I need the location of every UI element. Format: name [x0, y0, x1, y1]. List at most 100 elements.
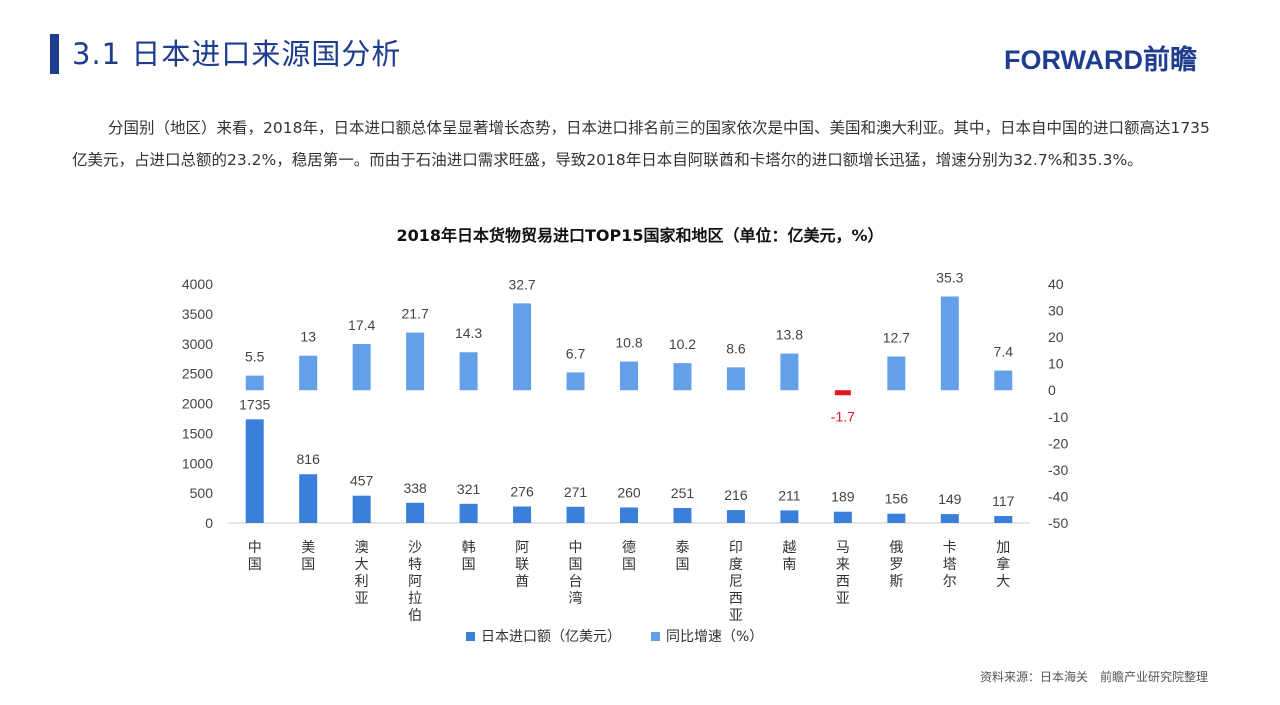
data-label-import: 271: [564, 484, 588, 500]
bar-import: [459, 503, 478, 523]
bar-growth: [352, 344, 371, 391]
data-label-growth: 5.5: [245, 349, 265, 365]
data-label-growth: 21.7: [402, 306, 429, 322]
x-tick-label: 泰国: [675, 540, 689, 573]
x-tick-label: 加拿大: [996, 540, 1010, 590]
x-tick-label: 马来西亚: [836, 540, 850, 607]
y-left-tick-label: 0: [205, 515, 213, 531]
y-left-tick-label: 4000: [182, 276, 213, 292]
bar-growth: [940, 296, 959, 391]
data-label-growth: 6.7: [566, 345, 586, 361]
bar-growth: [887, 356, 906, 391]
bar-growth: [673, 363, 692, 391]
data-label-import: 149: [938, 491, 962, 507]
y-right-tick-label: -20: [1048, 435, 1068, 451]
y-right-tick-label: 20: [1048, 329, 1064, 345]
bar-growth: [620, 361, 638, 391]
data-label-growth: 10.2: [669, 336, 696, 352]
bar-import: [620, 507, 638, 523]
bar-import: [299, 474, 318, 523]
data-label-growth: 8.6: [726, 340, 746, 356]
data-label-growth: 32.7: [508, 276, 535, 292]
x-tick-label: 俄罗斯: [889, 540, 903, 590]
data-label-import: 457: [350, 473, 374, 489]
y-right-tick-label: 0: [1048, 382, 1056, 398]
x-tick-label: 美国: [301, 540, 315, 573]
x-tick-label: 韩国: [462, 540, 476, 573]
bar-import: [833, 511, 852, 523]
legend-label: 同比增速（%）: [666, 629, 764, 645]
title-accent-bar: [50, 34, 59, 74]
y-right-tick-label: 30: [1048, 303, 1064, 319]
bar-growth: [834, 390, 851, 396]
y-left-tick-label: 2000: [182, 396, 213, 412]
data-label-growth: 35.3: [936, 269, 963, 285]
bar-import: [566, 506, 585, 523]
source-note: 资料来源：日本海关 前瞻产业研究院整理: [979, 670, 1208, 684]
bar-import: [352, 495, 371, 523]
bar-import: [513, 506, 532, 523]
page-title: 3.1 日本进口来源国分析: [72, 37, 402, 71]
forward-logo: FORWARD前瞻: [1004, 45, 1197, 75]
bar-growth: [513, 303, 532, 391]
data-label-growth: 14.3: [455, 325, 482, 341]
bar-growth: [780, 353, 799, 391]
bar-import: [887, 513, 906, 523]
bar-import: [406, 502, 425, 523]
y-right-tick-label: -50: [1048, 515, 1068, 531]
data-label-import: 211: [778, 487, 801, 503]
x-tick-label: 卡塔尔: [943, 540, 957, 590]
legend-item-growth: 同比增速（%）: [651, 626, 763, 646]
data-label-import: 156: [885, 491, 909, 507]
data-label-import: 260: [617, 484, 641, 500]
data-label-import: 276: [510, 484, 534, 500]
data-label-import: 338: [403, 480, 427, 496]
bar-import: [673, 508, 692, 523]
bar-growth: [299, 355, 318, 391]
bar-growth: [406, 332, 425, 391]
data-label-import: 1735: [239, 396, 270, 412]
data-label-import: 117: [992, 493, 1015, 509]
x-tick-label: 沙特阿拉伯: [408, 540, 422, 624]
y-left-tick-label: 1500: [182, 425, 213, 441]
y-right-tick-label: -40: [1048, 488, 1068, 504]
bar-import: [780, 510, 799, 523]
data-label-growth: 10.8: [615, 335, 642, 351]
data-label-import: 216: [724, 487, 748, 503]
x-tick-label: 德国: [622, 540, 636, 573]
legend-item-import: 日本进口额（亿美元）: [466, 626, 621, 646]
bar-growth: [994, 370, 1013, 391]
x-tick-label: 中国: [248, 540, 262, 573]
legend-label: 日本进口额（亿美元）: [481, 629, 621, 645]
y-left-tick-label: 3000: [182, 336, 213, 352]
bar-import: [994, 516, 1013, 523]
bar-import: [940, 514, 959, 523]
bar-growth: [459, 352, 478, 391]
y-right-tick-label: 40: [1048, 276, 1064, 292]
x-tick-label: 越南: [782, 540, 796, 573]
y-right-tick-label: 10: [1048, 356, 1064, 372]
y-right-tick-label: -10: [1048, 409, 1068, 425]
data-label-import: 251: [671, 485, 695, 501]
data-label-import: 816: [297, 451, 321, 467]
data-label-growth: -1.7: [831, 409, 855, 425]
bar-growth: [726, 367, 745, 391]
data-label-import: 321: [457, 481, 481, 497]
bar-growth: [245, 375, 264, 391]
x-tick-label: 阿联酋: [515, 540, 529, 590]
data-label-growth: 17.4: [348, 317, 375, 333]
y-right-tick-label: -30: [1048, 462, 1068, 478]
data-label-growth: 7.4: [994, 344, 1014, 360]
x-tick-label: 印度尼西亚: [729, 540, 743, 624]
chart-title: 2018年日本货物贸易进口TOP15国家和地区（单位：亿美元，%）: [396, 226, 884, 245]
y-left-tick-label: 1000: [182, 455, 213, 471]
data-label-growth: 12.7: [883, 329, 910, 345]
y-left-tick-label: 2500: [182, 366, 213, 382]
bar-import: [726, 510, 745, 523]
data-label-growth: 13: [300, 329, 316, 345]
data-label-import: 189: [831, 489, 855, 505]
y-left-tick-label: 500: [190, 485, 214, 501]
y-left-tick-label: 3500: [182, 306, 213, 322]
bar-import: [245, 419, 264, 523]
